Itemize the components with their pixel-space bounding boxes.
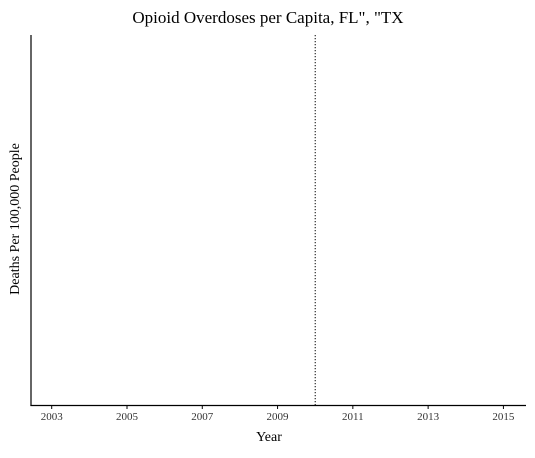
y-axis-title: Deaths Per 100,000 People (8, 143, 23, 295)
x-tick-label: 2009 (267, 411, 290, 423)
x-tick-group: 2003 2005 2007 2009 2011 2013 2015 (41, 405, 515, 423)
chart-title: Opioid Overdoses per Capita, FL", "TX (132, 8, 403, 27)
x-tick-label: 2015 (492, 411, 515, 423)
x-axis-title: Year (256, 430, 282, 445)
x-tick-label: 2007 (191, 411, 214, 423)
x-tick-label: 2013 (417, 411, 440, 423)
x-tick-label: 2005 (116, 411, 139, 423)
x-tick-label: 2003 (41, 411, 64, 423)
x-tick-label: 2011 (342, 411, 364, 423)
